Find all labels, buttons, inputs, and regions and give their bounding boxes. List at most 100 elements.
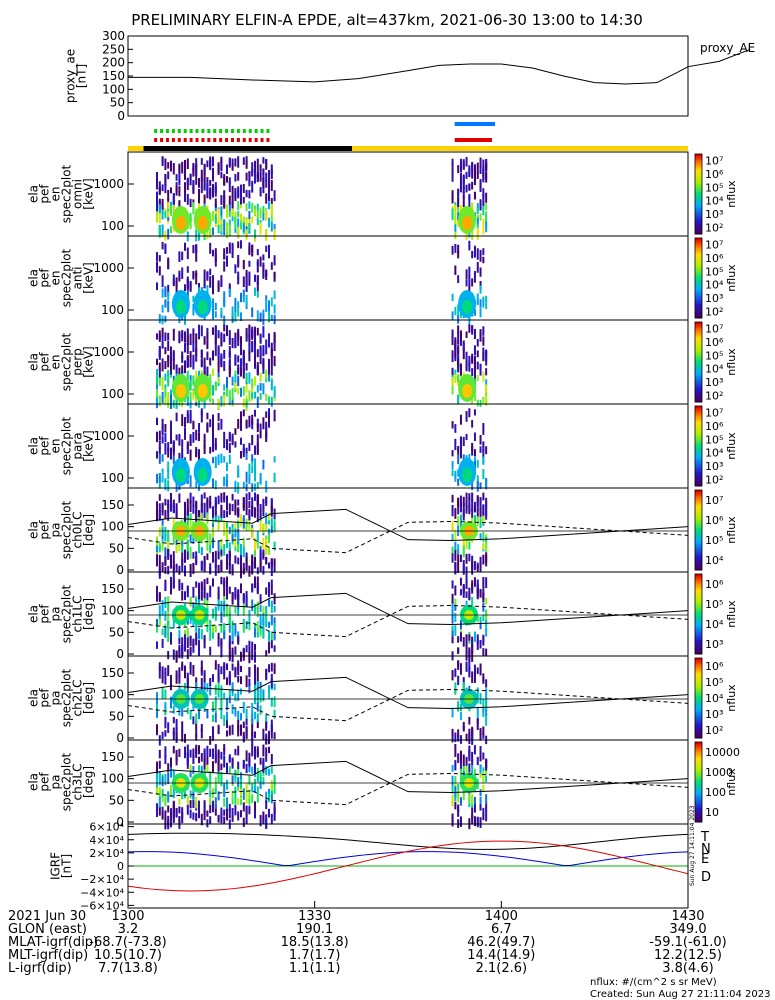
spectrogram-cell <box>164 243 167 254</box>
spectrogram-cell <box>212 158 214 165</box>
spectrogram-cell <box>476 203 479 212</box>
spectrogram-cell <box>195 481 198 488</box>
spectrogram-cell <box>240 713 242 721</box>
spectrogram-cell <box>228 159 231 168</box>
spectrogram-cell <box>209 276 212 288</box>
spectrogram-cell <box>240 779 242 789</box>
spectrogram-cell <box>248 621 251 631</box>
spectrogram-cell <box>237 218 240 230</box>
colorbar-swatch <box>695 698 702 701</box>
spectrogram-cell <box>482 172 485 180</box>
spectrogram-cell <box>158 204 161 213</box>
spectrogram-cell <box>186 441 189 450</box>
spectrogram-cell <box>245 284 248 293</box>
spectrogram-cell <box>457 445 460 456</box>
spectrogram-cell <box>184 188 186 198</box>
spectrogram-cell <box>479 299 482 308</box>
spectrogram-cell <box>186 752 189 764</box>
spectrogram-cell <box>251 583 254 593</box>
spectrogram-cell <box>476 162 479 173</box>
spectrogram-cell <box>200 186 203 194</box>
spectrogram-cell <box>245 279 248 287</box>
colorbar-swatch <box>695 648 702 651</box>
spectrogram-cell <box>259 623 262 635</box>
spectrogram-cell <box>245 483 248 492</box>
colorbar-swatch <box>695 482 702 485</box>
spectrogram-cell <box>195 163 198 175</box>
spectrogram-cell <box>181 559 184 572</box>
spectrogram-cell <box>256 259 259 266</box>
spectrogram-cell <box>209 646 212 656</box>
y-axis-label-line: spec2plot <box>60 584 74 643</box>
red-mark-2 <box>454 138 492 142</box>
spectrogram-cell <box>228 337 231 345</box>
spectrogram-cell <box>181 730 184 742</box>
spectrogram-cell <box>459 172 462 184</box>
y-axis-label-line: ela <box>27 269 41 287</box>
spectrogram-cell <box>170 447 172 460</box>
spectrogram-cell <box>161 198 164 210</box>
spectrogram-cell <box>156 779 158 788</box>
spectrogram-cell <box>223 782 226 795</box>
spectrogram-cell <box>457 660 460 670</box>
spectrogram-cell <box>158 216 161 224</box>
footer-row-value: 12.2(12.5) <box>654 948 722 963</box>
spectrogram-cell <box>485 221 488 233</box>
spectrogram-cell <box>220 763 223 771</box>
colorbar-swatch <box>695 204 702 207</box>
spectrogram-cell <box>164 373 167 381</box>
spectrogram-cell <box>471 278 474 287</box>
spectrogram-cell <box>457 794 460 803</box>
spectrogram-cell <box>240 795 242 805</box>
spectrogram-cell <box>459 768 462 781</box>
spectrogram-cell <box>482 706 485 714</box>
spectrogram-cell <box>485 504 488 516</box>
spectrogram-cell <box>214 550 217 563</box>
spectrogram-cell <box>206 160 209 168</box>
spectrogram-cell <box>158 266 161 276</box>
panel-y-tick-label: 1000 <box>93 261 124 275</box>
colorbar-swatch <box>695 366 702 369</box>
spectrogram-cell <box>220 600 223 613</box>
green-mark <box>236 129 240 133</box>
spectrogram-cell <box>184 747 186 759</box>
spectrogram-cell <box>195 449 198 458</box>
colorbar-swatch <box>695 722 702 725</box>
colorbar-swatch <box>695 464 702 467</box>
spectrogram-cell <box>259 705 262 715</box>
spectrogram-cell <box>240 514 242 523</box>
spectrogram-cell <box>482 168 485 176</box>
spectrogram-cell <box>203 591 206 599</box>
spectrogram-cell <box>248 510 251 518</box>
spectrogram-cell <box>161 527 164 537</box>
spectrogram-cell <box>206 285 209 297</box>
spectrogram-cell <box>485 700 488 711</box>
spectrogram-cell <box>245 373 248 384</box>
spectrogram-cell <box>158 255 161 262</box>
spectrogram-cell <box>212 183 214 192</box>
spectrogram-cell <box>198 756 200 764</box>
spectrogram-cell <box>214 214 217 224</box>
spectrogram-cell <box>485 446 488 455</box>
spectrogram-cell <box>262 613 265 626</box>
spectrogram-cell <box>198 640 200 650</box>
spectrogram-cell <box>273 806 276 813</box>
spectrogram-cell <box>198 510 200 523</box>
spectrogram-cell <box>178 330 181 343</box>
spectrogram-cell <box>158 749 161 759</box>
spectrogram-cell <box>158 430 161 441</box>
spectrogram-cell <box>189 764 192 773</box>
spectrogram-cell <box>240 772 242 781</box>
spectrogram-cell <box>473 348 476 356</box>
spectrogram-cell <box>156 692 158 705</box>
spectrogram-cell <box>482 543 485 550</box>
spectrogram-cell <box>220 311 223 319</box>
y-axis-label-line: pef <box>38 268 52 288</box>
spectrogram-cell <box>167 548 170 558</box>
spectrogram-cell <box>265 714 268 724</box>
spectrogram-cell <box>192 165 195 174</box>
spectrogram-cell <box>268 217 270 228</box>
colorbar-swatch <box>695 410 702 413</box>
spectrogram-cell <box>459 554 462 563</box>
